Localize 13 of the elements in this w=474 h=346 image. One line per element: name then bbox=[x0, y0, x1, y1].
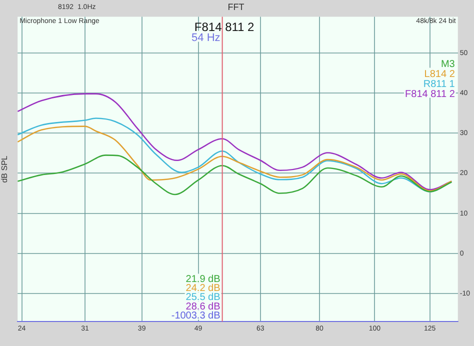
annotation: 24.2 dB bbox=[186, 283, 221, 294]
annotation: 21.9 dB bbox=[186, 274, 221, 285]
text: L814 2 bbox=[424, 68, 456, 80]
chart-title: FFT bbox=[228, 2, 245, 12]
annotation: 28.6 dB bbox=[186, 301, 221, 312]
y-axis-title: dB SPL bbox=[0, 155, 10, 183]
annotation: 25.5 dB bbox=[186, 292, 221, 304]
text: M3 bbox=[440, 58, 456, 70]
annotation: -1003.3 dB bbox=[171, 310, 221, 322]
text: R811 1 bbox=[423, 78, 456, 90]
ref-line-label: 54 Hz bbox=[192, 32, 220, 44]
annotation: F814 811 2 bbox=[194, 20, 255, 34]
text: F814 811 2 bbox=[405, 88, 456, 100]
